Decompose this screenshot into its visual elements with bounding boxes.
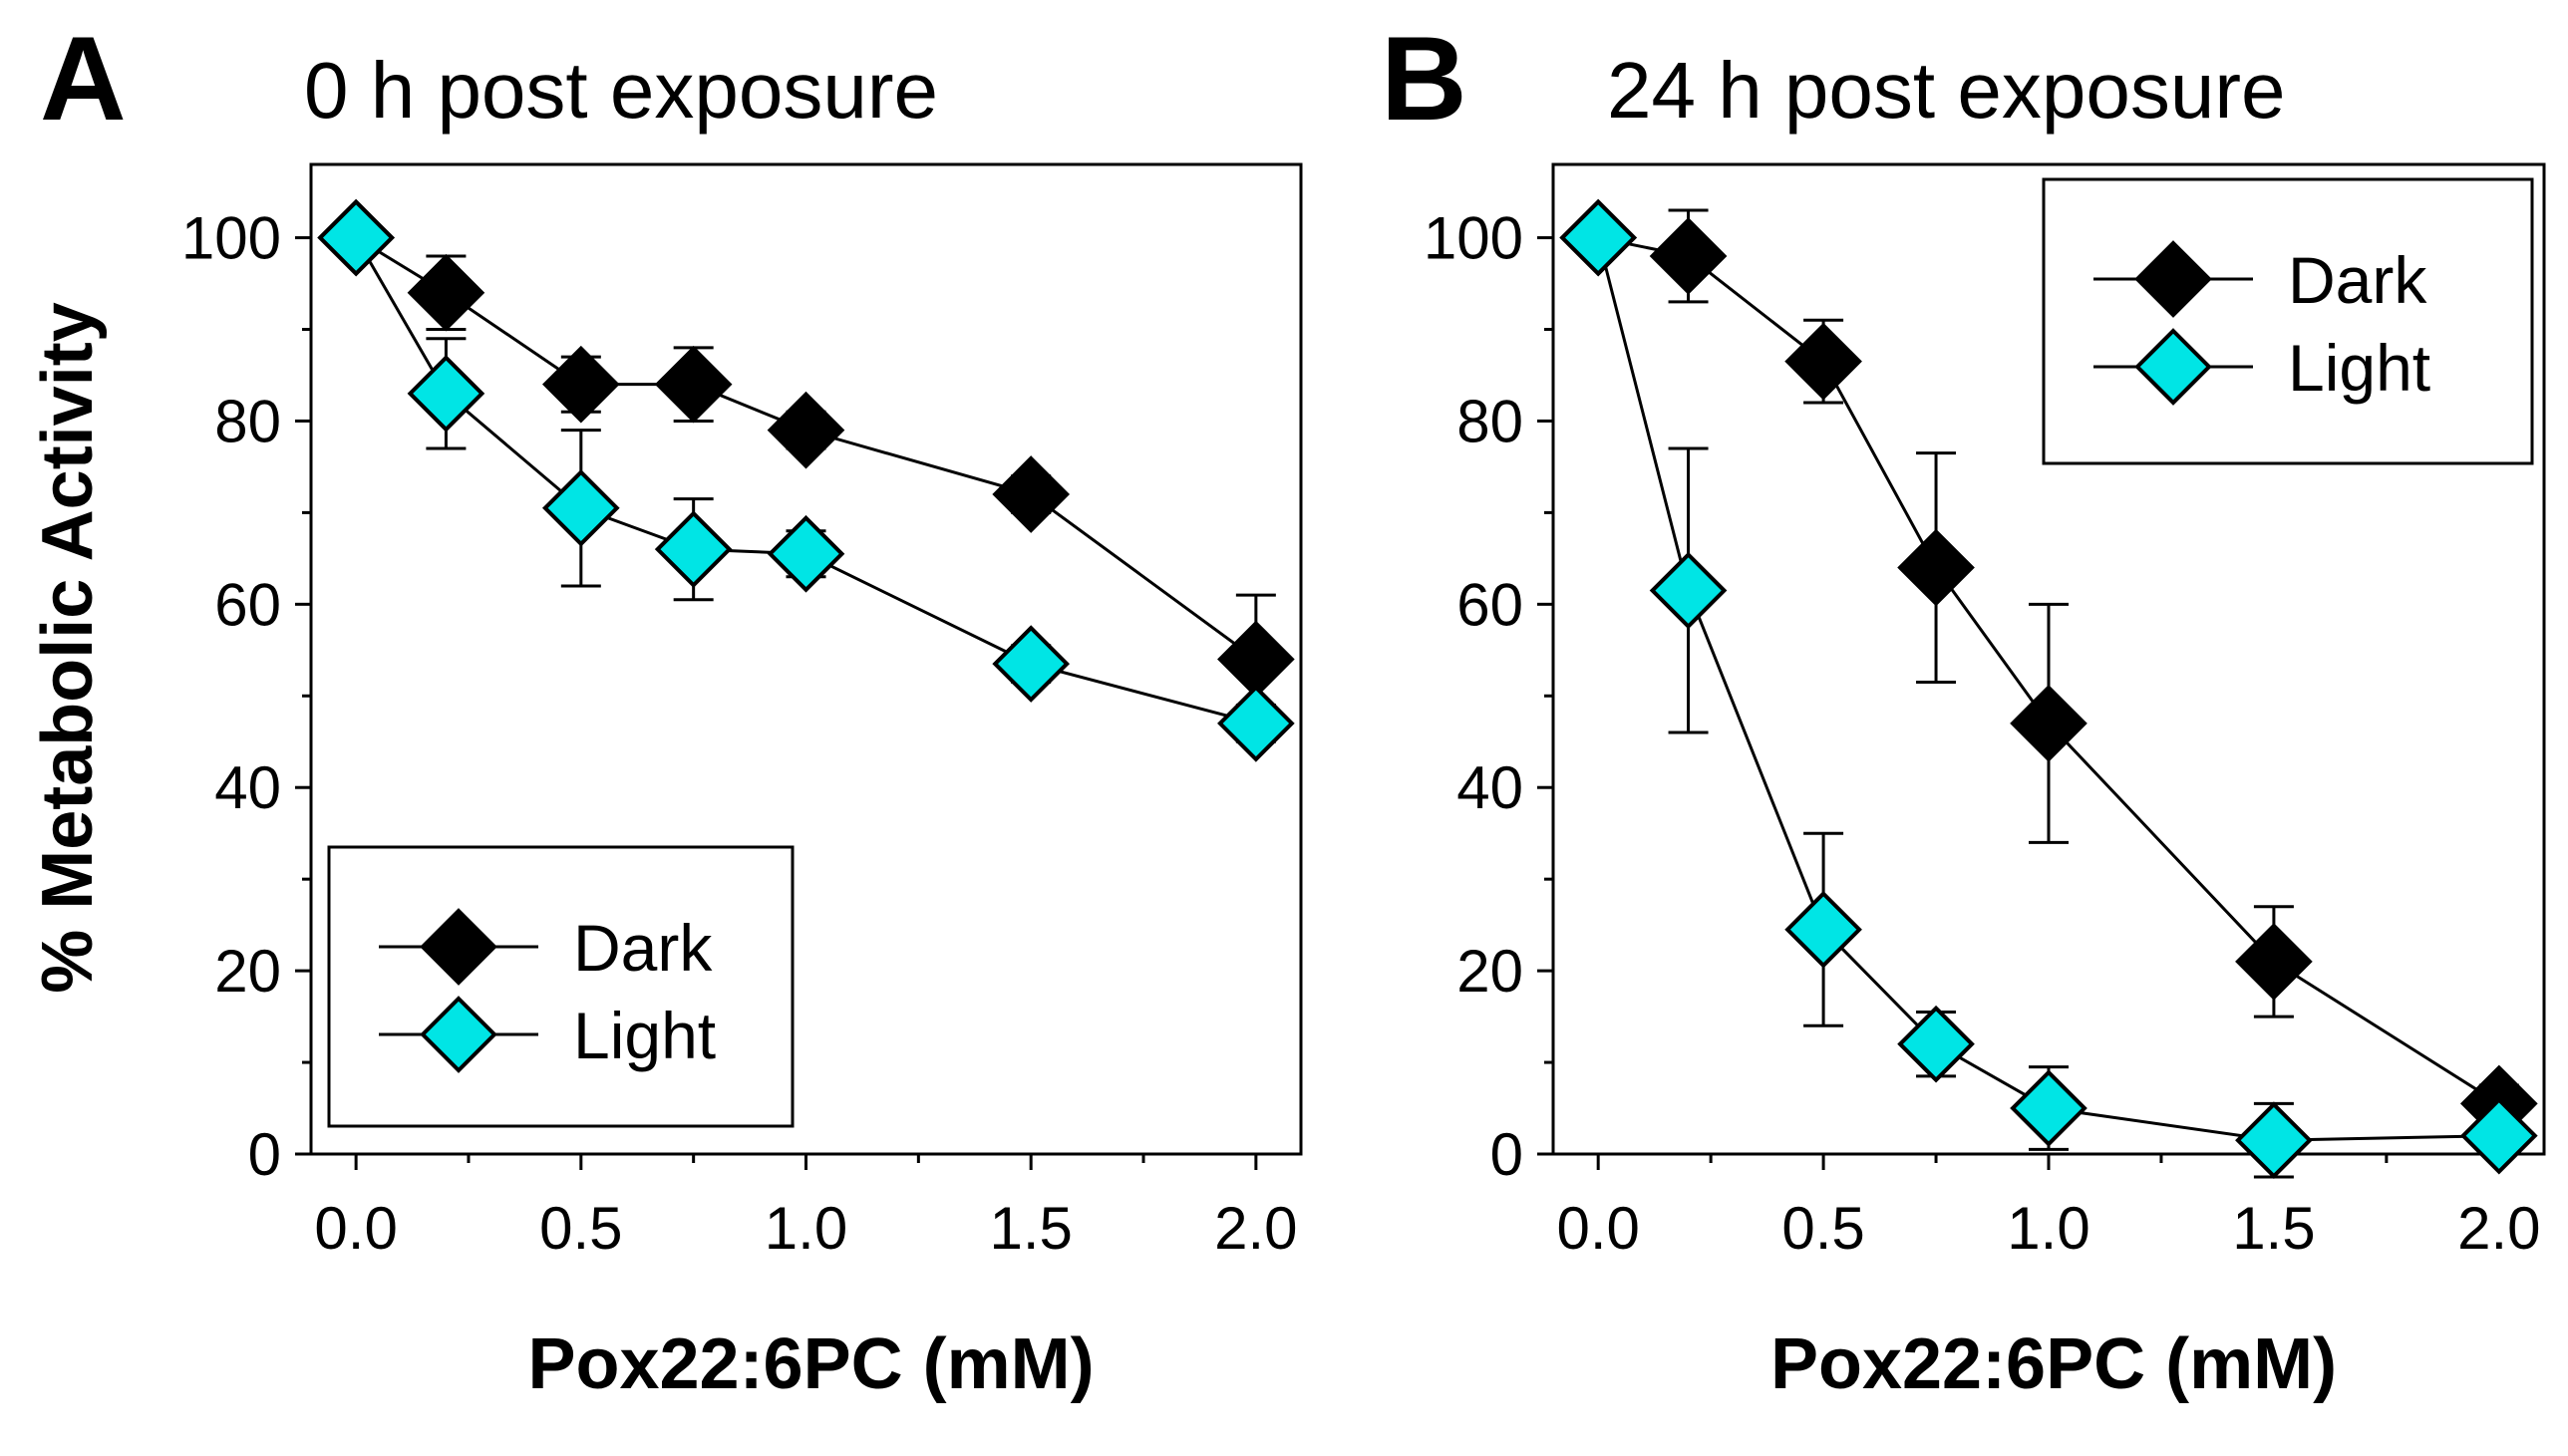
x-axis-label: Pox22:6PC (mM) bbox=[527, 1324, 1094, 1404]
data-point-light bbox=[407, 355, 485, 433]
panel-letter: B bbox=[1381, 12, 1467, 146]
legend-label-light: Light bbox=[573, 999, 716, 1072]
y-axis-label: % Metabolic Activity bbox=[28, 302, 108, 994]
panel-a: A 0 h post exposure 0 20 40 60 80 100 0.0 0.5 1.0 1… bbox=[40, 12, 1303, 1404]
data-point-dark bbox=[2010, 685, 2087, 762]
x-tick-label: 0.5 bbox=[539, 1195, 622, 1262]
y-tick-label: 80 bbox=[1456, 388, 1523, 454]
data-point-dark bbox=[1649, 217, 1728, 295]
x-tick-label: 1.0 bbox=[2007, 1195, 2089, 1262]
y-tick-label: 100 bbox=[1424, 205, 1523, 272]
legend-label-dark: Dark bbox=[2288, 243, 2427, 317]
panel-title: 0 h post exposure bbox=[304, 46, 938, 135]
panel-letter: A bbox=[40, 12, 127, 146]
series-line-light bbox=[354, 236, 1257, 726]
data-point-light bbox=[1649, 551, 1728, 630]
x-tick-label: 1.5 bbox=[989, 1195, 1072, 1262]
y-tick-label: 20 bbox=[214, 938, 281, 1005]
legend-label-dark: Dark bbox=[573, 911, 713, 985]
x-axis-label: Pox22:6PC (mM) bbox=[1770, 1324, 2337, 1404]
y-tick-label: 60 bbox=[1456, 571, 1523, 638]
data-point-dark bbox=[992, 455, 1071, 533]
data-point-dark bbox=[1784, 322, 1862, 401]
data-point-dark bbox=[767, 391, 845, 469]
data-point-dark bbox=[1897, 528, 1975, 607]
y-tick-label: 40 bbox=[1456, 754, 1523, 821]
legend-marker-light bbox=[2134, 328, 2212, 406]
data-point-light bbox=[541, 468, 620, 547]
data-point-light bbox=[2235, 1101, 2313, 1180]
data-point-dark bbox=[654, 345, 733, 424]
data-point-light bbox=[2010, 1069, 2087, 1147]
x-tick-label: 1.5 bbox=[2232, 1195, 2315, 1262]
data-point-light bbox=[1559, 198, 1638, 277]
data-point-light bbox=[992, 625, 1071, 703]
panel-b: B 24 h post exposure 0 20 40 60 80 100 0.0 0.5 1.0… bbox=[1381, 12, 2546, 1404]
y-tick-label: 20 bbox=[1456, 938, 1523, 1005]
data-point-dark bbox=[1217, 620, 1295, 699]
panel-title: 24 h post exposure bbox=[1607, 46, 2285, 135]
y-tick-label: 100 bbox=[181, 205, 281, 272]
legend-marker-light bbox=[420, 996, 497, 1073]
data-point-light bbox=[1217, 685, 1295, 762]
data-point-light bbox=[767, 514, 845, 593]
x-tick-label: 0.0 bbox=[1556, 1195, 1639, 1262]
data-point-light bbox=[317, 198, 395, 277]
data-point-dark bbox=[2235, 923, 2313, 1001]
legend-label-light: Light bbox=[2288, 331, 2430, 405]
x-tick-label: 2.0 bbox=[1214, 1195, 1297, 1262]
y-tick-label: 0 bbox=[1490, 1121, 1523, 1188]
y-tick-label: 80 bbox=[214, 388, 281, 454]
data-point-dark bbox=[407, 253, 485, 332]
x-tick-label: 0.0 bbox=[314, 1195, 397, 1262]
x-tick-label: 2.0 bbox=[2457, 1195, 2540, 1262]
y-tick-label: 0 bbox=[248, 1121, 281, 1188]
data-point-light bbox=[654, 510, 733, 588]
legend-box bbox=[327, 845, 795, 1128]
y-tick-label: 40 bbox=[214, 754, 281, 821]
y-tick-label: 60 bbox=[214, 571, 281, 638]
legend: Dark Light bbox=[327, 845, 795, 1128]
data-point-light bbox=[2459, 1096, 2538, 1175]
legend-marker-dark bbox=[2134, 240, 2212, 318]
legend-box bbox=[2042, 177, 2534, 465]
x-tick-label: 1.0 bbox=[765, 1195, 847, 1262]
x-tick-label: 0.5 bbox=[1781, 1195, 1864, 1262]
legend-marker-dark bbox=[420, 908, 497, 986]
data-point-dark bbox=[541, 345, 620, 424]
data-point-light bbox=[1897, 1005, 1975, 1083]
data-point-light bbox=[1784, 890, 1862, 969]
legend: Dark Light bbox=[2042, 177, 2534, 465]
